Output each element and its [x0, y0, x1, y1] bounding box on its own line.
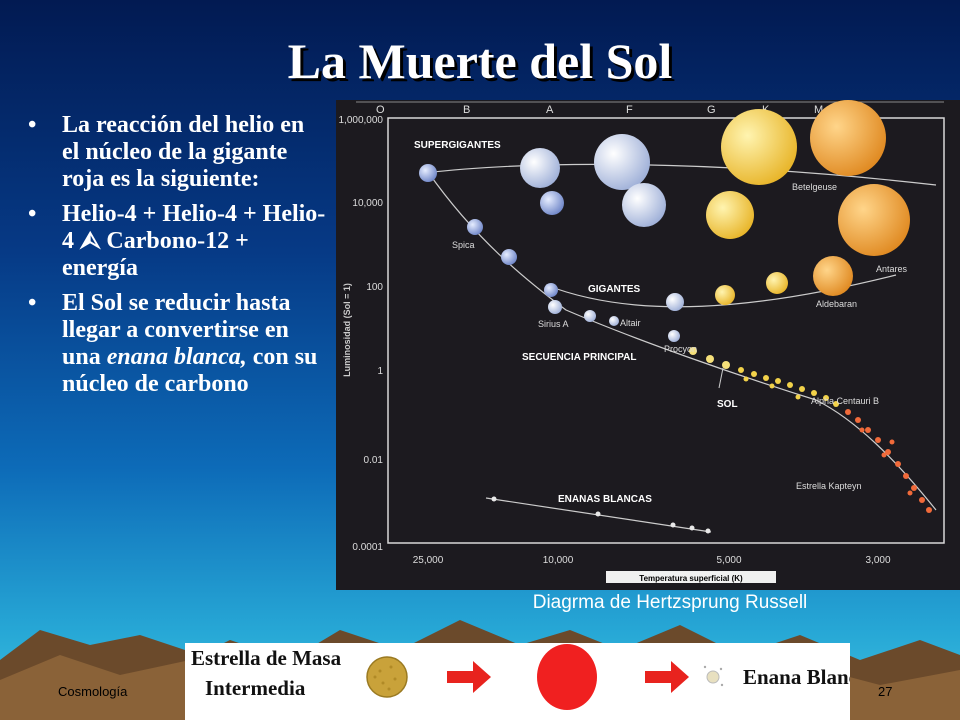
red-dwarf-dots [845, 409, 932, 513]
x-axis-label: Temperatura superficial (K) [639, 574, 743, 583]
y-tick-label: 0.0001 [352, 542, 383, 553]
strip-label-line2: Intermedia [205, 676, 306, 700]
bullet-text: con su núcleo de carbono [62, 344, 318, 397]
white-dwarf-icon [706, 670, 720, 684]
footer-course-label: Cosmología [58, 684, 128, 699]
hr-diagram-svg: O B A F G K M 1,000,000 10,000 100 1 0.0… [339, 100, 945, 583]
spectral-class-label: G [707, 104, 716, 116]
spectral-class-label: O [376, 104, 385, 116]
reaction-arrow-icon: ⮙ [80, 228, 101, 254]
stellar-evolution-svg: Estrella de Masa Intermedia Enana Blanca [191, 644, 869, 710]
supergiant-star [622, 183, 666, 227]
x-tick-label: 25,000 [413, 555, 444, 566]
strip-label-line1: Estrella de Masa [191, 646, 342, 670]
y-tick-label: 0.01 [364, 455, 384, 466]
bullet-dot: • [28, 290, 37, 316]
plot-frame [387, 117, 945, 544]
giant-star [666, 293, 684, 311]
supergiant-star [594, 134, 650, 190]
main-sequence-star [689, 347, 697, 355]
giant-star [715, 285, 735, 305]
altair-label: Altair [620, 318, 641, 328]
main-sequence-star [706, 355, 714, 363]
antares-star [838, 184, 910, 256]
bullet-dot: • [28, 112, 37, 138]
spica-star [467, 219, 483, 235]
bullet-text: Helio-4 + Helio-4 + Helio-4 [62, 201, 326, 254]
x-tick-label: 10,000 [543, 555, 574, 566]
giant-star [766, 272, 788, 294]
y-tick-label: 100 [366, 282, 383, 293]
supergiant-star [721, 109, 797, 185]
main-sequence-star [722, 361, 730, 369]
white-dwarfs-label: ENANAS BLANCAS [558, 494, 652, 505]
aldebaran-label: Aldebaran [816, 299, 857, 309]
bullet-item: • Helio-4 + Helio-4 + Helio-4 ⮙ Carbono-… [22, 201, 327, 282]
sirius-star [548, 300, 562, 314]
altair-star [609, 316, 619, 326]
supergiant-star [540, 191, 564, 215]
sun-label: SOL [717, 399, 738, 410]
spectral-class-label: A [546, 104, 554, 116]
slide-title: La Muerte del Sol [287, 33, 673, 89]
main-sequence-star [584, 310, 596, 322]
sun-pointer [718, 367, 724, 389]
betelgeuse-label: Betelgeuse [792, 182, 837, 192]
red-giant-icon [537, 644, 597, 710]
kapteyn-label: Estrella Kapteyn [796, 481, 862, 491]
betelgeuse-star [810, 100, 886, 176]
page-number: 27 [878, 684, 893, 699]
spectral-class-label: M [814, 104, 823, 116]
giants-label: GIGANTES [588, 284, 641, 295]
ejected-shell-dots [703, 665, 724, 687]
sirius-label: Sirius A [538, 319, 569, 329]
x-tick-label: 3,000 [865, 555, 890, 566]
arrow-icon [447, 661, 491, 693]
main-sequence-dots [738, 367, 839, 407]
procyon-label: Procyon [664, 344, 697, 354]
spectral-class-label: B [463, 104, 470, 116]
white-dwarf-label: Enana Blanca [743, 665, 850, 689]
x-axis-label-box [606, 571, 776, 583]
main-sequence-star [544, 283, 558, 297]
bullet-item: • El Sol se reducir hasta llegar a conve… [22, 290, 327, 398]
hr-diagram: O B A F G K M 1,000,000 10,000 100 1 0.0… [336, 100, 960, 590]
procyon-star [668, 330, 680, 342]
intermediate-star-icon [366, 656, 408, 698]
supergiant-star [706, 191, 754, 239]
spectral-class-label: F [626, 104, 633, 116]
main-sequence-star [501, 249, 517, 265]
main-sequence-track [427, 171, 937, 511]
bullet-dot: • [28, 201, 37, 227]
y-axis-label: Luminosidad (Sol = 1) [342, 283, 352, 377]
bullet-item: • La reacción del helio en el núcleo de … [22, 112, 327, 193]
aldebaran-star [813, 256, 853, 296]
bullet-text: La reacción del helio en el núcleo de la… [62, 112, 305, 192]
white-dwarf-dots [491, 496, 711, 534]
bullet-text: Carbono-12 + energía [62, 228, 249, 281]
bullet-text: El Sol se reducir hasta llegar a convert… [62, 290, 291, 370]
y-tick-label: 10,000 [352, 198, 383, 209]
bullet-list: • La reacción del helio en el núcleo de … [22, 112, 327, 406]
y-tick-label: 1 [377, 366, 383, 377]
alpha-centauri-label: Alpha Centauri B [811, 396, 879, 406]
supergiants-label: SUPERGIGANTES [414, 140, 501, 151]
x-tick-label: 5,000 [716, 555, 741, 566]
supergiant-star [520, 148, 560, 188]
main-sequence-label: SECUENCIA PRINCIPAL [522, 352, 636, 363]
stellar-evolution-strip: Estrella de Masa Intermedia Enana Blanca [185, 643, 869, 720]
arrow-icon [645, 661, 689, 693]
main-sequence-star [419, 164, 437, 182]
bullet-emphasis: enana blanca, [106, 344, 247, 370]
star-texture [373, 665, 397, 691]
hr-diagram-caption: Diagrma de Hertzsprung Russell [532, 592, 808, 613]
spica-label: Spica [452, 240, 475, 250]
y-tick-label: 1,000,000 [339, 115, 384, 126]
antares-label: Antares [876, 264, 908, 274]
